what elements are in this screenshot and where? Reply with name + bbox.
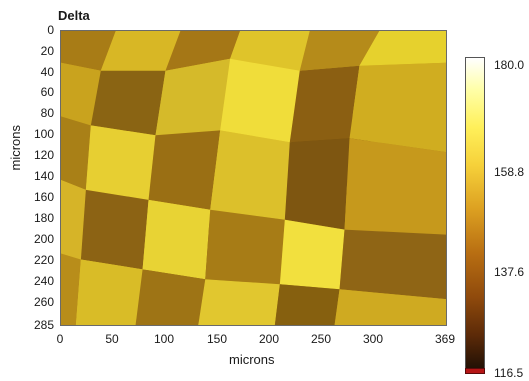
y-tick-label: 240 bbox=[33, 274, 54, 288]
y-tick-label: 120 bbox=[33, 148, 54, 162]
x-tick-label: 200 bbox=[258, 332, 280, 346]
colorbar-label: 137.6 bbox=[494, 265, 525, 279]
image-title: Delta bbox=[58, 8, 90, 23]
y-tick-label: 100 bbox=[33, 127, 54, 141]
x-tick-label: 50 bbox=[105, 332, 119, 346]
colorbar bbox=[465, 57, 485, 374]
y-tick-label: 260 bbox=[33, 295, 54, 309]
y-tick-label: 200 bbox=[33, 232, 54, 246]
y-tick-label: 0 bbox=[47, 23, 54, 37]
y-tick-label: 285 bbox=[33, 318, 54, 332]
colorbar-label: 158.8 bbox=[494, 165, 525, 179]
y-tick-label: 160 bbox=[33, 190, 54, 204]
colorbar-min-cap bbox=[465, 368, 485, 374]
x-tick-label: 0 bbox=[56, 332, 64, 346]
x-tick-label: 100 bbox=[153, 332, 175, 346]
y-tick-label: 60 bbox=[40, 85, 54, 99]
x-tick-label: 150 bbox=[206, 332, 228, 346]
x-tick-label: 369 bbox=[434, 332, 456, 346]
colorbar-label-min: 116.5 bbox=[494, 366, 524, 380]
x-axis-label: microns bbox=[229, 352, 275, 367]
micrograph-image bbox=[60, 30, 447, 326]
y-tick-label: 40 bbox=[40, 65, 54, 79]
y-axis-label: microns bbox=[8, 124, 23, 171]
colorbar-label-max: 180.0 bbox=[494, 58, 525, 72]
x-tick-label: 250 bbox=[310, 332, 332, 346]
y-tick-label: 140 bbox=[33, 169, 54, 183]
y-tick-label: 20 bbox=[40, 44, 54, 58]
x-tick-label: 300 bbox=[362, 332, 384, 346]
y-tick-label: 180 bbox=[33, 211, 54, 225]
y-tick-label: 220 bbox=[33, 253, 54, 267]
y-tick-label: 80 bbox=[40, 106, 54, 120]
